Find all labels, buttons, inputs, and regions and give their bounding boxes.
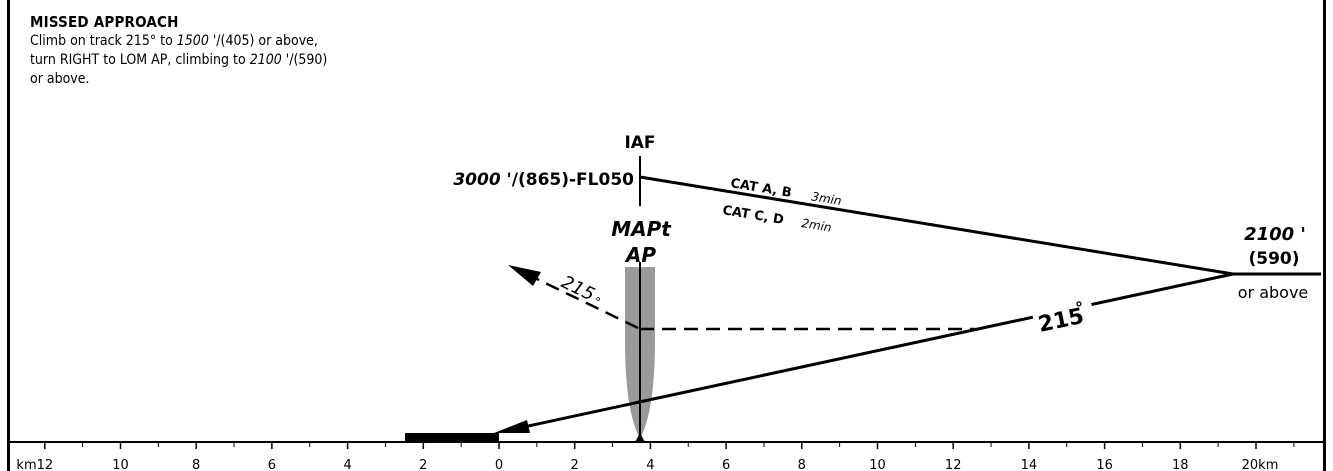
cat-cd-time: 2min	[800, 216, 832, 235]
missed-approach-line-2-a: turn RIGHT to LOM AP, climbing to	[30, 52, 250, 68]
cat-cd-text: CAT C, D	[721, 203, 785, 228]
scale-tick-label: km12	[16, 458, 53, 471]
iaf-altitude: 3000 '/(865)-FL050	[453, 170, 634, 190]
scale-tick-label: 10	[869, 458, 886, 471]
right-altitude-agl: (590)	[1248, 249, 1299, 269]
scale-tick-label: 2	[571, 458, 579, 471]
missed-approach-dashed-track	[534, 276, 639, 330]
scale-tick-label: 6	[268, 458, 276, 471]
missed-approach-alt-2: 2100 '	[249, 52, 290, 68]
scale-tick-label: 0	[495, 458, 503, 471]
ap-label: AP	[624, 243, 656, 267]
mapt-label: MAPt	[611, 217, 672, 241]
right-altitude: 2100 '	[1244, 224, 1306, 245]
missed-approach-line-1-b: /(405) or above,	[216, 33, 318, 49]
missed-approach-line-3: or above.	[30, 71, 90, 87]
scale-tick-label: 4	[343, 458, 351, 471]
missed-approach-line-2-b: /(590)	[289, 52, 328, 68]
right-altitude-note: or above	[1238, 283, 1309, 302]
runway-bar	[405, 433, 499, 441]
missed-approach-box: MISSED APPROACH Climb on track 215° to 1…	[30, 13, 450, 89]
scale-tick-label: 2	[419, 458, 427, 471]
scale-tick-label: 16	[1096, 458, 1113, 471]
scale-tick-label: 20km	[1242, 458, 1279, 471]
scale-tick-label: 8	[798, 458, 806, 471]
scale-tick-label: 10	[112, 458, 129, 471]
scale-tick-label: 14	[1021, 458, 1038, 471]
scale-tick-label: 4	[646, 458, 654, 471]
descent-path-line	[639, 175, 1234, 276]
scale-tick-label: 8	[192, 458, 200, 471]
missed-approach-line-1: Climb on track 215° to 1500 '/(405) or a…	[30, 32, 450, 51]
cat-cd-label: CAT C, D 2min	[721, 203, 832, 235]
iaf-altitude-rest: /(865)-FL050	[512, 170, 634, 190]
inbound-track-line	[504, 272, 1234, 433]
iaf-label: IAF	[624, 133, 655, 153]
missed-approach-line-1-a: Climb on track 215° to	[30, 33, 177, 49]
missed-approach-alt-1: 1500 '	[176, 33, 217, 49]
scale-tick-label: 6	[722, 458, 730, 471]
missed-approach-arrowhead	[508, 265, 541, 286]
cat-ab-time: 3min	[810, 189, 842, 208]
cat-ab-label: CAT A, B 3min	[729, 176, 842, 208]
iaf-altitude-italic: 3000 '	[453, 170, 511, 190]
inbound-arrowhead	[494, 420, 530, 433]
missed-track-value: 215	[558, 272, 598, 306]
missed-track-unit: °	[591, 294, 603, 309]
missed-approach-title: MISSED APPROACH	[30, 13, 179, 31]
missed-approach-line-2: turn RIGHT to LOM AP, climbing to 2100 '…	[30, 51, 450, 70]
scale-tick-label: 12	[945, 458, 962, 471]
inbound-label-backdrop	[1028, 282, 1096, 338]
inbound-track-unit: °	[1074, 298, 1086, 318]
mapt-base-triangle	[635, 433, 645, 442]
scale-tick-label: 18	[1172, 458, 1189, 471]
missed-track-label: 215 °	[558, 272, 603, 310]
distance-scale: km12 10 8 6 4 2 0 2 4 6 8 10 12 14 16 18 20km	[16, 442, 1295, 471]
